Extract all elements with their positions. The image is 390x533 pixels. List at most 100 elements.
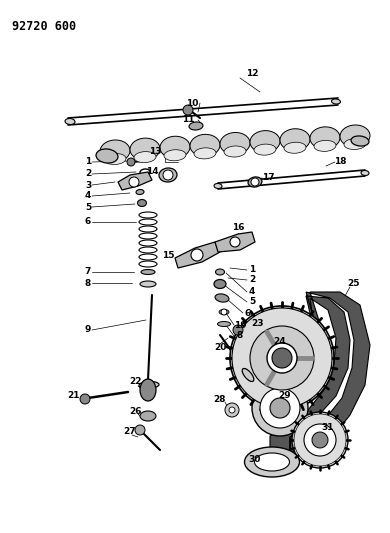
Text: 6: 6 <box>85 217 91 227</box>
Text: 5: 5 <box>249 297 255 306</box>
Ellipse shape <box>219 310 229 314</box>
Circle shape <box>183 105 193 115</box>
Ellipse shape <box>214 279 226 288</box>
Circle shape <box>233 325 243 335</box>
Ellipse shape <box>218 321 230 327</box>
Circle shape <box>252 380 308 436</box>
Circle shape <box>127 158 135 166</box>
Text: 26: 26 <box>130 408 142 416</box>
Text: 20: 20 <box>214 343 226 352</box>
Ellipse shape <box>138 199 147 206</box>
Ellipse shape <box>104 154 126 165</box>
Text: 2: 2 <box>85 169 91 179</box>
Text: 2: 2 <box>249 276 255 285</box>
Ellipse shape <box>310 127 340 149</box>
Circle shape <box>312 432 328 448</box>
Text: 7: 7 <box>85 268 91 277</box>
Text: 92720 600: 92720 600 <box>12 20 76 33</box>
Circle shape <box>225 403 239 417</box>
Ellipse shape <box>134 151 156 163</box>
Text: 9: 9 <box>85 326 91 335</box>
Text: 30: 30 <box>249 456 261 464</box>
Polygon shape <box>118 172 152 190</box>
Text: 16: 16 <box>232 223 244 232</box>
Ellipse shape <box>215 294 229 302</box>
Circle shape <box>260 388 300 428</box>
Circle shape <box>135 425 145 435</box>
Text: 15: 15 <box>162 251 174 260</box>
Text: 13: 13 <box>149 148 161 157</box>
Ellipse shape <box>250 131 280 152</box>
Ellipse shape <box>340 125 370 147</box>
Text: 10: 10 <box>186 99 198 108</box>
Ellipse shape <box>361 171 369 175</box>
Ellipse shape <box>254 144 276 155</box>
Polygon shape <box>270 292 370 452</box>
Polygon shape <box>215 232 255 252</box>
Ellipse shape <box>190 134 220 156</box>
Text: 19: 19 <box>234 320 246 329</box>
Ellipse shape <box>136 190 144 195</box>
Circle shape <box>270 398 290 418</box>
Polygon shape <box>175 242 220 268</box>
Ellipse shape <box>351 136 369 146</box>
Circle shape <box>191 249 203 261</box>
Ellipse shape <box>100 140 130 162</box>
Text: 12: 12 <box>246 69 258 78</box>
Circle shape <box>221 309 227 315</box>
Ellipse shape <box>130 138 160 160</box>
Text: 8: 8 <box>237 332 243 341</box>
Circle shape <box>267 343 297 373</box>
Text: 6: 6 <box>245 309 251 318</box>
Ellipse shape <box>248 177 262 187</box>
Ellipse shape <box>245 447 300 477</box>
Circle shape <box>292 412 348 468</box>
Ellipse shape <box>224 146 246 157</box>
Text: 23: 23 <box>252 319 264 327</box>
Ellipse shape <box>242 368 254 382</box>
Text: 4: 4 <box>85 191 91 200</box>
Ellipse shape <box>140 411 156 421</box>
Ellipse shape <box>96 149 118 163</box>
Ellipse shape <box>216 269 225 275</box>
Circle shape <box>272 348 292 368</box>
Ellipse shape <box>214 183 222 189</box>
Circle shape <box>163 170 173 180</box>
Ellipse shape <box>160 136 190 158</box>
Text: 1: 1 <box>249 265 255 274</box>
Text: 21: 21 <box>68 392 80 400</box>
Text: 31: 31 <box>322 424 334 432</box>
Text: 28: 28 <box>214 395 226 405</box>
Circle shape <box>129 177 139 187</box>
Text: 14: 14 <box>146 167 158 176</box>
Polygon shape <box>262 380 298 398</box>
Text: 5: 5 <box>85 203 91 212</box>
Circle shape <box>232 308 332 408</box>
Text: 11: 11 <box>182 116 194 125</box>
Ellipse shape <box>141 270 155 274</box>
Text: 4: 4 <box>249 287 255 296</box>
Text: 18: 18 <box>334 157 346 166</box>
Text: 3: 3 <box>85 181 91 190</box>
Text: 17: 17 <box>262 174 274 182</box>
Ellipse shape <box>140 379 156 401</box>
Ellipse shape <box>139 382 159 389</box>
Ellipse shape <box>255 453 289 471</box>
Text: 8: 8 <box>85 279 91 287</box>
Text: 22: 22 <box>130 377 142 386</box>
Text: 27: 27 <box>124 427 136 437</box>
Ellipse shape <box>189 122 203 130</box>
Ellipse shape <box>220 133 250 155</box>
Ellipse shape <box>344 139 366 150</box>
Text: 1: 1 <box>85 157 91 166</box>
Circle shape <box>80 394 90 404</box>
Circle shape <box>229 407 235 413</box>
Circle shape <box>304 424 336 456</box>
Circle shape <box>251 178 259 186</box>
Circle shape <box>294 414 346 466</box>
Text: 25: 25 <box>348 279 360 288</box>
Ellipse shape <box>284 142 306 154</box>
Ellipse shape <box>194 148 216 159</box>
Ellipse shape <box>140 281 156 287</box>
Circle shape <box>250 326 314 390</box>
